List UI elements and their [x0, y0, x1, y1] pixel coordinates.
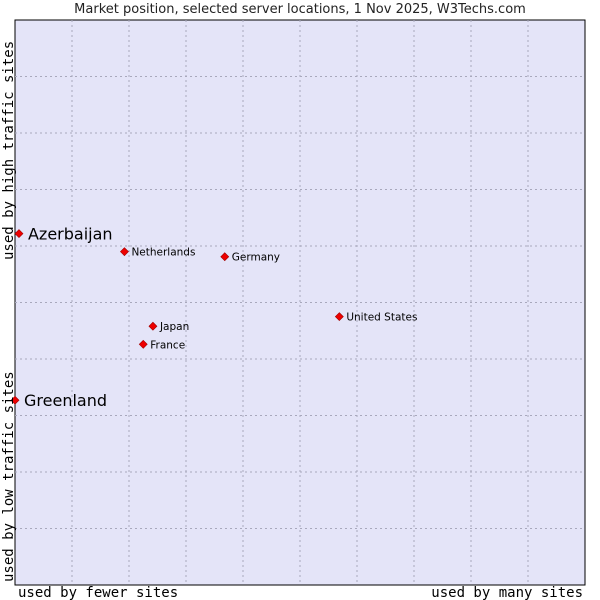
point-marker-azerbaijan [14, 229, 24, 238]
point-label-azerbaijan: Azerbaijan [28, 225, 113, 244]
point-label-germany: Germany [232, 252, 280, 264]
point-label-france: France [150, 339, 185, 351]
point-label-greenland: Greenland [24, 391, 107, 410]
grid-lines [15, 20, 585, 585]
point-marker-japan [148, 321, 158, 331]
point-label-japan: Japan [159, 321, 189, 333]
point-marker-france [138, 339, 148, 349]
point-marker-germany [220, 252, 230, 262]
point-label-netherlands: Netherlands [131, 247, 195, 259]
point-marker-united-states [334, 312, 344, 322]
y-axis-label-bottom: used by low traffic sites [1, 371, 17, 582]
point-label-united-states: United States [346, 312, 417, 324]
y-axis-label-top: used by high traffic sites [1, 41, 17, 260]
x-axis-label-left: used by fewer sites [18, 585, 178, 600]
data-points: Azerbaijan Greenland Netherlands Germany Uni… [10, 225, 417, 410]
x-axis-label-right: used by many sites [431, 585, 583, 600]
chart-title: Market position, selected server locatio… [74, 2, 526, 17]
point-marker-greenland [10, 395, 20, 405]
point-marker-netherlands [120, 247, 129, 257]
